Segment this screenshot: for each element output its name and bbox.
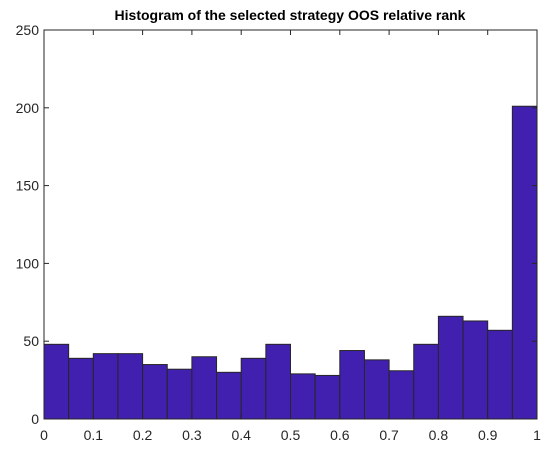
histogram-bar-18 <box>487 329 513 420</box>
histogram-bar-13 <box>363 359 390 420</box>
histogram-bar-4 <box>142 364 168 420</box>
bars-layer <box>43 105 538 420</box>
chart-title: Histogram of the selected strategy OOS r… <box>115 7 466 23</box>
histogram-bar-5 <box>166 368 193 420</box>
x-tick-label-4: 0.4 <box>231 427 251 443</box>
ticks-layer <box>43 29 538 420</box>
y-tick-label-0: 0 <box>31 411 39 427</box>
histogram-bar-10 <box>290 373 316 420</box>
histogram-bar-9 <box>265 343 292 420</box>
histogram-bar-14 <box>388 370 415 420</box>
histogram-bar-2 <box>92 353 119 420</box>
histogram-bar-17 <box>462 320 489 420</box>
histogram-bar-6 <box>191 356 218 420</box>
x-tick-label-7: 0.7 <box>379 427 399 443</box>
histogram-bar-3 <box>117 353 144 420</box>
histogram-bar-15 <box>413 343 439 420</box>
y-tick-label-2: 100 <box>16 255 40 271</box>
y-tick-label-3: 150 <box>16 178 40 194</box>
y-tick-label-1: 50 <box>23 333 39 349</box>
x-tick-label-3: 0.3 <box>182 427 202 443</box>
x-tick-labels: 0 0.1 0.2 0.3 0.4 0.5 0.6 0.7 0.8 0.9 1 <box>40 427 541 443</box>
x-tick-label-1: 0.1 <box>84 427 104 443</box>
histogram-bar-8 <box>240 357 267 420</box>
x-tick-label-6: 0.6 <box>330 427 350 443</box>
x-tick-label-0: 0 <box>40 427 48 443</box>
x-tick-label-10: 1 <box>533 427 541 443</box>
histogram-bar-0 <box>43 343 70 420</box>
histogram-bar-12 <box>339 350 365 420</box>
histogram-bar-19 <box>511 105 538 420</box>
x-tick-label-9: 0.9 <box>478 427 498 443</box>
x-tick-label-2: 0.2 <box>133 427 153 443</box>
histogram-bar-11 <box>314 374 341 420</box>
y-tick-label-5: 250 <box>16 22 40 38</box>
histogram-bar-7 <box>216 371 242 420</box>
x-tick-label-8: 0.8 <box>429 427 449 443</box>
y-tick-label-4: 200 <box>16 100 40 116</box>
histogram-bar-1 <box>68 357 94 420</box>
x-tick-label-5: 0.5 <box>281 427 301 443</box>
histogram-bar-16 <box>437 315 464 420</box>
y-tick-labels: 0 50 100 150 200 250 <box>16 22 40 427</box>
